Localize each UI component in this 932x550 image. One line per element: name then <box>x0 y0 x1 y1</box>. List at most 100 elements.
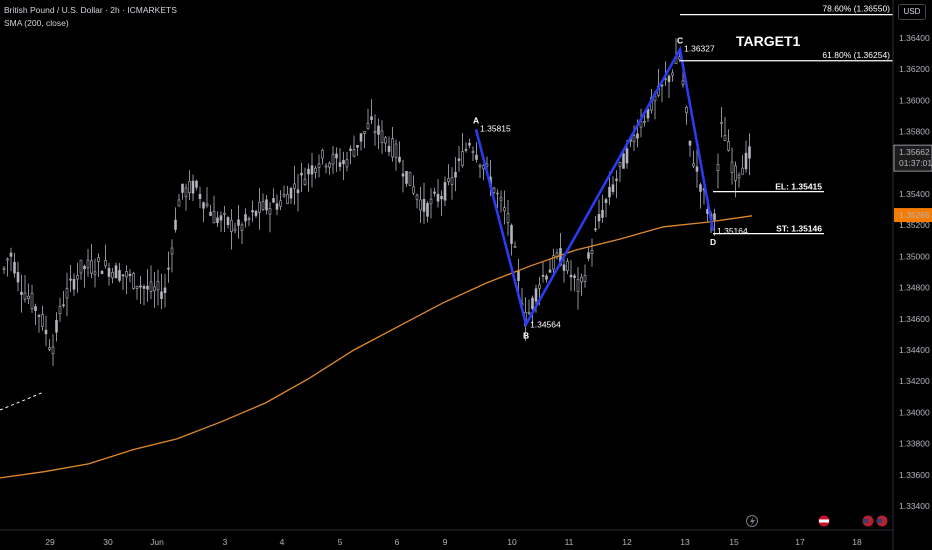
indicator-legend[interactable]: SMA (200, close) <box>4 18 69 28</box>
candle <box>226 215 230 229</box>
candle <box>307 163 310 192</box>
candle <box>471 146 475 161</box>
candle <box>2 265 6 275</box>
x-tick-label: 29 <box>45 537 55 547</box>
candle <box>111 268 114 284</box>
candle <box>163 273 167 308</box>
candle <box>212 195 216 224</box>
target-label: TARGET1 <box>736 33 801 49</box>
candle <box>552 249 555 277</box>
y-tick-label: 1.35800 <box>899 127 930 137</box>
candle <box>289 186 293 204</box>
candle <box>405 171 408 187</box>
candle <box>321 148 324 165</box>
candle <box>363 131 366 149</box>
candle <box>86 249 90 277</box>
flag-us-icon[interactable] <box>862 515 874 527</box>
currency-button[interactable]: USD <box>898 4 926 20</box>
candle <box>114 262 118 279</box>
countdown-timer: 01:37:01 <box>899 158 932 168</box>
pattern-point-a: A <box>473 115 479 125</box>
candle <box>181 183 184 200</box>
candle <box>716 153 720 189</box>
sma-price-badge: 1.35265 <box>894 208 932 223</box>
candle <box>6 257 9 277</box>
level-stop-label: ST: 1.35146 <box>776 224 822 234</box>
candle <box>34 303 37 326</box>
candle <box>16 261 20 292</box>
candle <box>142 284 146 306</box>
level-fib-786-label: 78.60% (1.36550) <box>822 4 890 14</box>
candle <box>429 188 433 219</box>
candle <box>223 206 226 233</box>
candle <box>188 170 191 201</box>
candle <box>69 265 72 293</box>
candle <box>604 197 608 218</box>
candle <box>44 315 48 347</box>
candle <box>62 290 65 308</box>
candle <box>443 176 447 207</box>
candle <box>685 105 688 125</box>
candle <box>205 187 209 208</box>
candle <box>545 273 548 283</box>
candle <box>209 204 212 217</box>
candle <box>237 205 240 239</box>
pattern-point-c: C <box>677 35 683 45</box>
candle <box>692 150 695 169</box>
candle <box>79 259 83 280</box>
candle <box>380 120 384 154</box>
candle <box>597 199 601 229</box>
candle <box>146 269 149 302</box>
time-axis[interactable]: 29 30 Jun 3 4 5 6 9 10 11 12 13 15 17 18 <box>45 537 862 547</box>
candle <box>272 188 275 204</box>
candle <box>366 108 370 130</box>
candle <box>20 274 23 313</box>
last-price-value: 1.35662 <box>899 147 930 157</box>
level-entry-label: EL: 1.35415 <box>775 182 822 192</box>
candle <box>499 190 503 213</box>
x-tick-label: 17 <box>795 537 805 547</box>
candle <box>342 151 345 181</box>
candle <box>590 238 594 267</box>
candle <box>426 200 429 223</box>
y-tick-label: 1.33600 <box>899 470 930 480</box>
candle <box>240 222 244 244</box>
x-tick-label: 4 <box>280 537 285 547</box>
candle <box>48 339 51 352</box>
candle <box>345 151 349 172</box>
x-tick-label: 10 <box>507 537 517 547</box>
candle <box>76 262 79 293</box>
candle <box>611 176 615 195</box>
x-tick-label: 12 <box>622 537 632 547</box>
pattern-point-d: D <box>710 237 716 247</box>
level-fib-618-label: 61.80% (1.36254) <box>822 50 890 60</box>
lightning-icon[interactable] <box>746 515 758 527</box>
candle <box>268 201 272 233</box>
flag-us-icon-2[interactable] <box>876 515 888 527</box>
candle <box>496 189 499 209</box>
candle <box>601 194 604 223</box>
candle <box>121 274 125 291</box>
candle <box>461 133 464 168</box>
candle <box>328 161 331 175</box>
pattern-value-c: 1.36327 <box>684 43 715 53</box>
candle <box>527 299 531 316</box>
candle <box>356 144 359 156</box>
flag-uk-icon[interactable] <box>818 515 830 527</box>
candle <box>541 260 545 283</box>
candle <box>573 273 576 292</box>
candle <box>37 313 41 333</box>
candle <box>387 136 391 157</box>
candle <box>737 172 741 188</box>
candle <box>681 71 685 88</box>
candle <box>261 193 265 211</box>
chart-symbol-title[interactable]: British Pound / U.S. Dollar · 2h · ICMAR… <box>4 5 177 15</box>
candle <box>748 133 751 176</box>
candle <box>622 151 625 169</box>
candle <box>324 163 328 174</box>
candle <box>258 188 261 230</box>
candle <box>398 141 401 164</box>
candle <box>58 297 62 322</box>
y-tick-label: 1.34400 <box>899 345 930 355</box>
